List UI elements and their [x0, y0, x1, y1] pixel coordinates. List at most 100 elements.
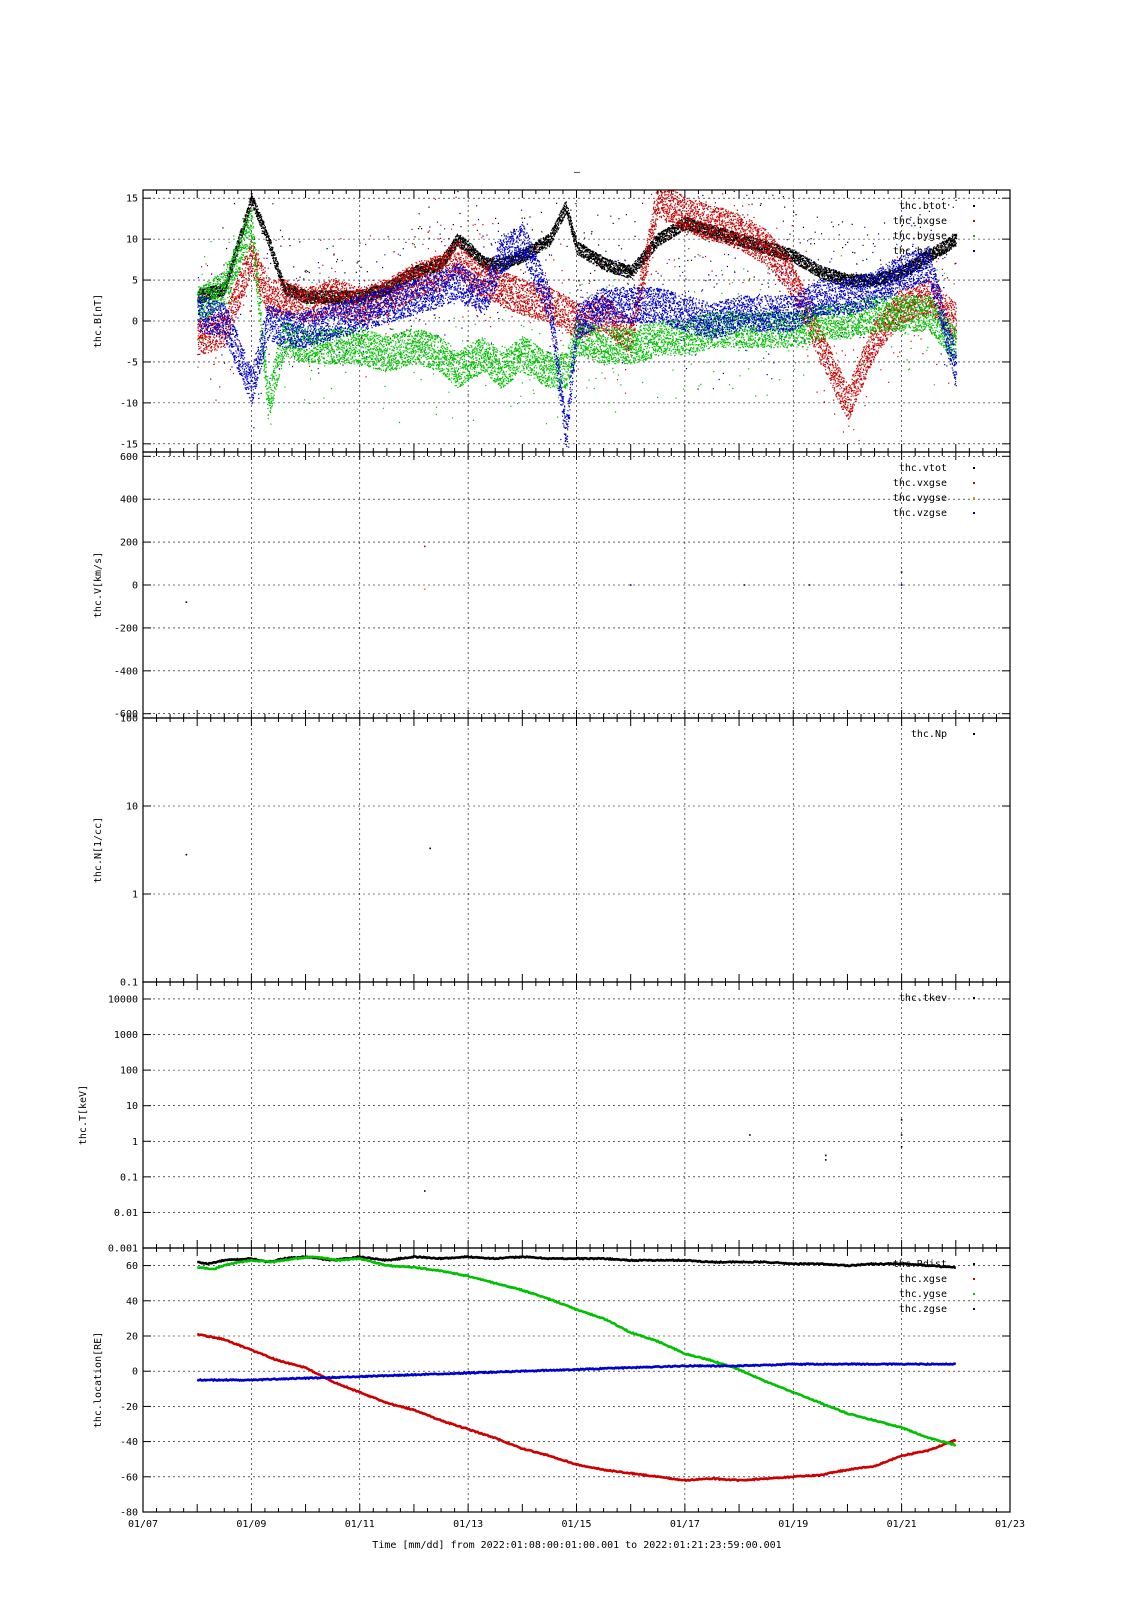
data-point — [423, 588, 426, 591]
x-tick-label: 01/17 — [670, 1519, 700, 1530]
y-tick-label: 10 — [126, 1101, 138, 1112]
y-axis-title: thc.B[nT] — [93, 294, 104, 348]
y-tick-label: 200 — [120, 538, 138, 549]
y-tick-label: 0 — [132, 581, 138, 592]
y-axis-title: thc.N[1/cc] — [93, 817, 104, 883]
y-tick-label: 5 — [132, 276, 138, 287]
legend-label: thc.Np — [911, 729, 947, 740]
legend-label: thc.xgse — [899, 1274, 947, 1285]
y-tick-label: 1 — [132, 890, 138, 901]
legend-marker — [973, 205, 975, 207]
data-point — [808, 584, 811, 586]
chart-title: – — [574, 167, 581, 178]
y-tick-label: -40 — [120, 1437, 138, 1448]
legend-label: thc.tkev — [899, 993, 947, 1004]
x-tick-label: 01/09 — [236, 1519, 266, 1530]
y-tick-label: 100 — [120, 714, 138, 725]
y-tick-label: -600 — [114, 709, 138, 720]
y-tick-label: 10 — [126, 235, 138, 246]
legend-marker — [973, 1278, 975, 1280]
legend-marker — [973, 482, 975, 484]
panel-1: -600 -400 -200 0 200 400 600 thc.V[km/s] thc.vto… — [93, 451, 1011, 720]
panel-data — [197, 190, 958, 448]
data-point — [629, 584, 632, 586]
legend-label: thc.vzgse — [893, 508, 947, 519]
legend-marker — [973, 1263, 975, 1265]
legend-marker — [973, 250, 975, 252]
x-tick-label: 01/15 — [561, 1519, 591, 1530]
series-thc.Np — [185, 847, 431, 856]
y-tick-label: 40 — [126, 1296, 138, 1307]
legend-marker — [973, 1308, 975, 1310]
y-tick-label: 0 — [132, 317, 138, 328]
legend-marker — [973, 1293, 975, 1295]
y-tick-label: 0.1 — [120, 978, 138, 989]
data-point — [749, 1134, 751, 1136]
panel-data — [196, 1254, 957, 1483]
legend-marker — [973, 733, 975, 735]
x-tick-label: 01/19 — [778, 1519, 808, 1530]
series-thc.ygse — [196, 1255, 957, 1447]
series-thc.vygse — [423, 588, 426, 591]
series-thc.vtot — [185, 571, 903, 603]
legend-marker — [973, 235, 975, 237]
y-tick-label: 0 — [132, 1367, 138, 1378]
legend-marker — [973, 512, 975, 514]
y-axis-title: thc.location[RE] — [93, 1332, 104, 1428]
series-thc.vxgse — [423, 545, 426, 548]
legend-label: thc.btot — [899, 201, 947, 212]
y-tick-label: 20 — [126, 1332, 138, 1343]
y-axis-title: thc.T[keV] — [78, 1085, 89, 1145]
y-tick-label: 10 — [126, 802, 138, 813]
data-points — [197, 190, 958, 442]
data-point — [185, 601, 188, 603]
legend-label: thc.bygse — [893, 231, 947, 242]
y-tick-label: -200 — [114, 623, 138, 634]
series-thc.bxgse — [197, 190, 958, 442]
x-tick-label: 01/23 — [995, 1519, 1025, 1530]
panel-3: 0.001 0.01 0.1 1 10 100 1000 10000 thc.T[keV] thc… — [78, 981, 1011, 1255]
series-thc.zgse — [196, 1362, 957, 1383]
legend-marker — [973, 997, 975, 999]
data-point — [824, 1159, 827, 1161]
panels-group: -15-10-5051015thc.B[nT]thc.btotthc.bxgse… — [78, 189, 1011, 1519]
legend-label: thc.ygse — [899, 1289, 947, 1300]
x-tick-label: 01/07 — [128, 1519, 158, 1530]
y-tick-label: 0.01 — [114, 1208, 138, 1219]
y-tick-label: -400 — [114, 666, 138, 677]
x-tick-label: 01/13 — [453, 1519, 483, 1530]
series-thc.vzgse — [629, 584, 903, 586]
y-tick-label: -80 — [120, 1508, 138, 1519]
legend: thc.vtot thc.vxgse thc.vygse thc.vzgse — [893, 463, 975, 519]
data-point — [900, 571, 903, 573]
y-tick-label: -10 — [120, 398, 138, 409]
legend-marker — [973, 497, 975, 499]
data-point — [900, 1145, 903, 1148]
legend: thc.btot thc.bxgse thc.bygse thc.bzgse — [893, 201, 975, 257]
legend-label: thc.zgse — [899, 1304, 947, 1315]
panel-frame — [142, 1247, 1011, 1513]
legend-label: thc.vxgse — [893, 478, 947, 489]
y-tick-label: -20 — [120, 1402, 138, 1413]
panel-data — [185, 545, 903, 603]
data-point — [900, 584, 903, 586]
y-tick-label: 60 — [126, 1261, 138, 1272]
legend: thc.Rdist thc.xgse thc.ygse thc.zgse — [893, 1259, 975, 1315]
y-tick-label: -60 — [120, 1472, 138, 1483]
y-tick-label: 1000 — [114, 1030, 138, 1041]
data-point — [429, 847, 431, 850]
legend-label: thc.bzgse — [893, 246, 947, 257]
data-line — [196, 1362, 957, 1383]
legend-label: thc.bxgse — [893, 216, 947, 227]
data-point — [185, 853, 188, 856]
data-point — [423, 1190, 426, 1192]
legend-label: thc.vtot — [899, 463, 947, 474]
panel-0: -15 -10 -5 0 5 10 15 thc.B[nT] thc.btot thc.bxgse… — [93, 189, 1011, 453]
y-tick-label: 100 — [120, 1066, 138, 1077]
y-tick-label: 400 — [120, 495, 138, 506]
y-axis-title: thc.V[km/s] — [93, 552, 104, 618]
panel-data — [185, 847, 431, 856]
y-tick-label: 15 — [126, 194, 138, 205]
x-tick-label: 01/21 — [887, 1519, 917, 1530]
data-point — [743, 584, 746, 586]
